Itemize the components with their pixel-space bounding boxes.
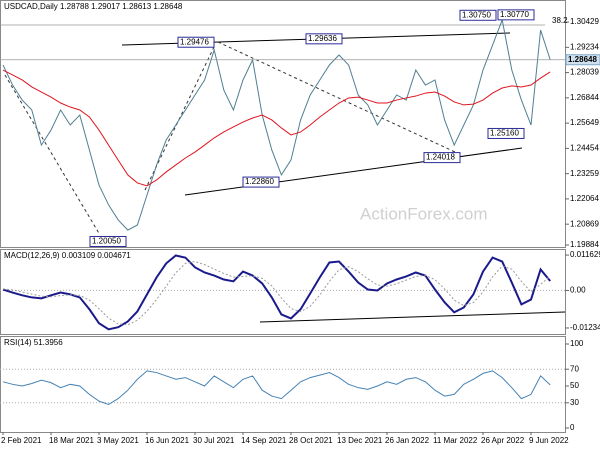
x-tick-label: 18 Mar 2021 [49, 436, 94, 445]
series-line [2, 69, 551, 187]
y-tick-label: 1.19884 [570, 240, 599, 249]
level-label: 1.25160 [490, 129, 519, 138]
level-label: 1.22860 [245, 177, 274, 186]
rsi-panel [0, 336, 566, 433]
y-tick-label: 1.30429 [570, 17, 599, 26]
level-label: 1.29476 [180, 37, 209, 46]
series-line [2, 370, 551, 406]
y-tick-label: -0.012348 [570, 323, 600, 332]
y-tick-label: 1.22064 [570, 194, 599, 203]
y-tick-label: 1.20869 [570, 219, 599, 228]
level-box [487, 127, 525, 139]
x-tick-label: 13 Dec 2021 [337, 436, 383, 445]
fib-label: 38.2 [552, 16, 568, 25]
x-tick-label: 26 Apr 2022 [481, 436, 525, 445]
series-line [2, 18, 551, 231]
trendline [217, 41, 456, 153]
x-tick-label: 26 Jan 2022 [385, 436, 430, 445]
level-box [459, 9, 497, 21]
x-tick-label: 2 Feb 2021 [1, 436, 42, 445]
level-box [177, 36, 215, 48]
x-tick-label: 9 Jun 2022 [529, 436, 569, 445]
y-tick-label: 1.28039 [570, 68, 599, 77]
y-tick-label: 0.00 [570, 286, 586, 295]
level-label: 1.30750 [462, 10, 491, 19]
level-label: 1.30770 [500, 10, 529, 19]
level-box [242, 176, 280, 188]
x-tick-label: 3 May 2021 [97, 436, 139, 445]
series-line [2, 261, 551, 326]
x-tick-label: 11 Mar 2022 [433, 436, 478, 445]
current-price-label: 1.28648 [568, 55, 597, 64]
x-tick-label: 30 Jul 2021 [193, 436, 235, 445]
y-tick-label: 1.23259 [570, 169, 599, 178]
y-tick-label: 30 [570, 398, 579, 407]
level-label: 1.20050 [92, 237, 121, 246]
level-box [423, 152, 461, 164]
y-tick-label: 70 [570, 364, 579, 373]
y-tick-label: 50 [570, 381, 579, 390]
level-box [497, 9, 535, 21]
series-line [2, 254, 551, 331]
y-tick-label: 1.24454 [570, 143, 599, 152]
panel-title: USDCAD,Daily 1.28788 1.29017 1.28613 1.2… [4, 2, 183, 11]
y-tick-label: 1.26844 [570, 93, 599, 102]
panel-title: RSI(14) 51.3956 [4, 338, 63, 347]
x-tick-label: 16 Jun 2021 [145, 436, 190, 445]
y-tick-label: 100 [570, 339, 584, 348]
trendline [259, 311, 566, 323]
x-tick-label: 28 Oct 2021 [289, 436, 333, 445]
trendline [184, 147, 523, 196]
level-label: 1.24018 [426, 153, 455, 162]
y-tick-label: 0.011629 [570, 250, 600, 259]
level-box [89, 235, 127, 247]
y-tick-label: 0 [570, 423, 575, 432]
x-tick-label: 14 Sep 2021 [241, 436, 287, 445]
current-price-box [565, 54, 600, 66]
panel-title: MACD(12,26,9) 0.003109 0.004671 [4, 251, 131, 260]
watermark: ActionForex.com [360, 204, 488, 223]
y-tick-label: 1.29234 [570, 42, 599, 51]
macd-panel [0, 249, 566, 335]
level-label: 1.29636 [308, 34, 337, 43]
level-box [305, 33, 343, 45]
trendline [4, 74, 101, 236]
y-tick-label: 1.25649 [570, 118, 599, 127]
